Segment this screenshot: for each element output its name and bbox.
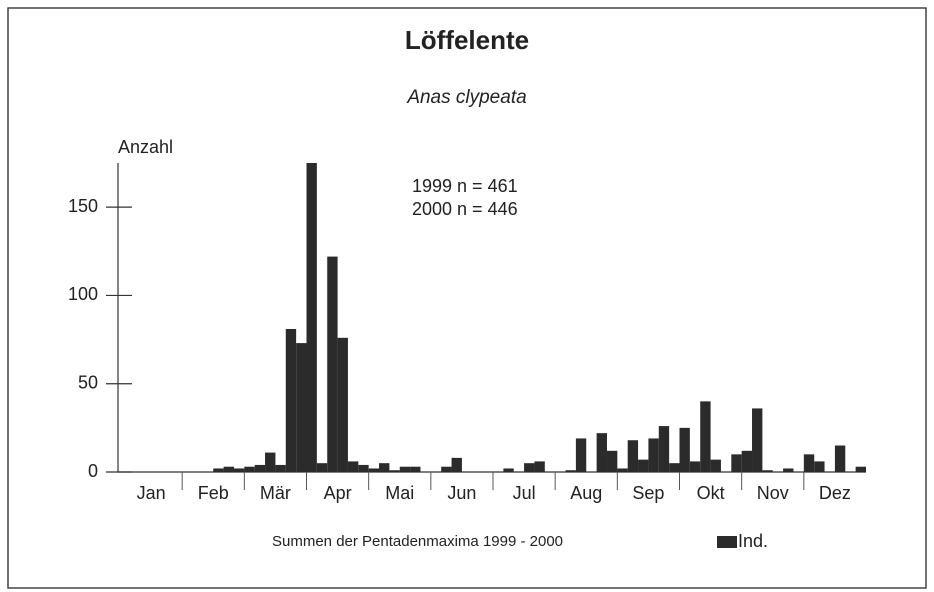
x-tick-label: Feb bbox=[198, 483, 229, 503]
x-tick-label: Mai bbox=[385, 483, 414, 503]
y-tick-label: 150 bbox=[68, 196, 98, 216]
bar bbox=[316, 463, 328, 472]
bar bbox=[638, 459, 649, 472]
bar bbox=[783, 468, 794, 472]
bar bbox=[368, 468, 380, 472]
bar bbox=[327, 256, 338, 472]
chart-title: Löffelente bbox=[405, 25, 529, 55]
bar bbox=[814, 461, 825, 472]
bar bbox=[803, 454, 815, 472]
bar bbox=[285, 328, 297, 472]
bar bbox=[254, 464, 266, 472]
legend-swatch bbox=[717, 536, 737, 548]
x-tick-label: Aug bbox=[570, 483, 602, 503]
bar bbox=[658, 426, 670, 472]
legend-label: Ind. bbox=[738, 531, 768, 551]
x-tick-label: Jan bbox=[137, 483, 166, 503]
x-tick-label: Jun bbox=[447, 483, 476, 503]
bar bbox=[855, 466, 866, 472]
bar bbox=[752, 408, 763, 472]
x-axis-label: Summen der Pentadenmaxima 1999 - 2000 bbox=[272, 533, 563, 550]
x-tick-label: Sep bbox=[632, 483, 664, 503]
bar bbox=[710, 459, 721, 472]
bar bbox=[389, 470, 400, 472]
x-tick-label: Okt bbox=[697, 483, 725, 503]
y-tick-label: 50 bbox=[78, 372, 98, 392]
bar bbox=[296, 343, 307, 472]
bar bbox=[762, 470, 773, 472]
y-axis-label: Anzahl bbox=[118, 137, 173, 157]
bar bbox=[410, 466, 421, 472]
bar bbox=[627, 440, 639, 472]
bar bbox=[834, 445, 846, 472]
bar bbox=[244, 466, 255, 472]
bar bbox=[451, 457, 462, 472]
y-tick-label: 100 bbox=[68, 284, 98, 304]
bar bbox=[575, 438, 587, 472]
x-tick-label: Apr bbox=[324, 483, 352, 503]
x-tick-label: Nov bbox=[757, 483, 789, 503]
chart-subtitle: Anas clypeata bbox=[406, 87, 526, 108]
x-tick-label: Dez bbox=[819, 483, 851, 503]
bar bbox=[565, 470, 576, 472]
bar bbox=[524, 463, 535, 472]
bar bbox=[700, 401, 711, 472]
bar bbox=[347, 461, 359, 472]
x-tick-label: Mär bbox=[260, 483, 291, 503]
bar bbox=[441, 466, 452, 472]
y-tick-label: 0 bbox=[88, 461, 98, 481]
bar bbox=[596, 433, 607, 472]
bar bbox=[669, 463, 680, 472]
bar bbox=[617, 468, 628, 472]
frame bbox=[7, 7, 927, 589]
bar bbox=[306, 163, 317, 472]
annotation: 2000 n = 446 bbox=[412, 199, 518, 219]
bar bbox=[275, 464, 286, 472]
annotation: 1999 n = 461 bbox=[412, 176, 518, 196]
bar bbox=[606, 450, 618, 472]
bar bbox=[213, 468, 224, 472]
bar bbox=[337, 337, 348, 472]
bar bbox=[534, 461, 545, 472]
bar bbox=[223, 466, 234, 472]
bar bbox=[379, 463, 390, 472]
bar bbox=[503, 468, 514, 472]
bar bbox=[233, 468, 245, 472]
bar bbox=[689, 461, 701, 472]
bar bbox=[265, 452, 276, 472]
bar bbox=[399, 466, 411, 472]
bar bbox=[358, 464, 369, 472]
x-tick-label: Jul bbox=[513, 483, 536, 503]
bar bbox=[731, 454, 742, 472]
bar bbox=[648, 438, 659, 472]
bar bbox=[741, 450, 753, 472]
bar bbox=[679, 427, 690, 472]
